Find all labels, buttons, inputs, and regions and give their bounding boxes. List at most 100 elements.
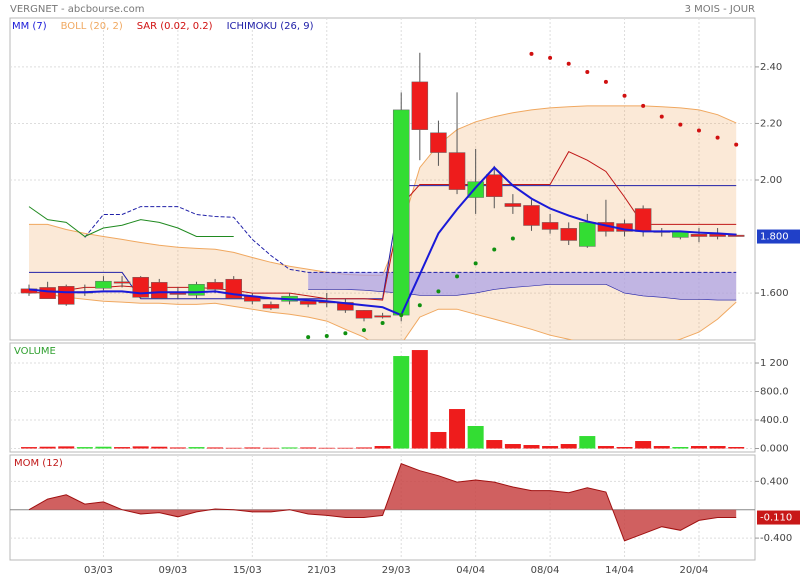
- panel-frame: [9, 454, 756, 561]
- y-tick-label: -0.400: [760, 533, 792, 544]
- sar-dot: [343, 331, 348, 336]
- candle-body: [262, 304, 280, 309]
- volume-bar: [486, 440, 503, 449]
- candle-body: [579, 222, 596, 247]
- volume-bar: [318, 447, 335, 449]
- volume-bar: [188, 447, 205, 449]
- panel-frame: [9, 342, 756, 453]
- plot: [10, 455, 755, 560]
- volume-bar: [411, 350, 428, 449]
- price-tag: [757, 510, 800, 525]
- volume-bar: [207, 447, 224, 449]
- x-tick-label: 08/04: [531, 565, 560, 576]
- mom-area: [29, 463, 737, 541]
- y-tick-label: 2.40: [760, 62, 782, 73]
- plot: [10, 343, 755, 452]
- volume-bar: [653, 446, 670, 449]
- sar-dot: [603, 79, 608, 84]
- volume-bar: [467, 425, 484, 449]
- period: 3 MOIS - JOUR: [685, 4, 755, 15]
- sar-dot: [306, 335, 311, 340]
- sar-dot: [641, 103, 646, 108]
- sar-dot: [436, 289, 441, 294]
- sar-dot: [417, 303, 422, 308]
- volume-bar: [690, 446, 707, 449]
- candle-body: [523, 205, 540, 226]
- volume-bar: [355, 447, 372, 449]
- volume-bar: [430, 431, 447, 449]
- candle-body: [206, 282, 224, 290]
- volume-bar: [504, 444, 521, 449]
- sar-dot: [715, 135, 720, 140]
- volume-bar: [151, 446, 168, 449]
- sar-dot: [361, 328, 366, 333]
- legend-entry: ICHIMOKU (26, 9): [227, 21, 314, 32]
- sar-dot: [529, 51, 534, 56]
- y-tick-label: 1.600: [760, 288, 789, 299]
- candle-body: [541, 222, 559, 230]
- sar-dot: [696, 128, 701, 133]
- sar-dot: [492, 247, 497, 252]
- volume-bar: [39, 446, 56, 449]
- x-tick-label: 21/03: [307, 565, 336, 576]
- candle-body: [169, 292, 187, 295]
- page-title: VERGNET - abcbourse.com: [10, 4, 145, 15]
- volume-bar: [300, 447, 317, 449]
- candle-body: [374, 315, 391, 318]
- volume-bar: [95, 446, 112, 449]
- volume-bar: [169, 447, 186, 449]
- sar-dot: [622, 93, 627, 98]
- volume-bar: [76, 447, 93, 449]
- mom-line: [28, 462, 737, 542]
- x-tick-label: 09/03: [158, 565, 187, 576]
- sar-dot: [585, 69, 590, 74]
- x-tick-label: 15/03: [233, 565, 262, 576]
- candle-body: [448, 152, 466, 190]
- volume-bar: [449, 409, 466, 449]
- y-tick-label: 0.400: [760, 476, 789, 487]
- price-tag-label: 1.800: [760, 232, 789, 243]
- candle-body: [151, 282, 168, 299]
- volume-bar: [374, 446, 391, 449]
- x-tick-label: 29/03: [382, 565, 411, 576]
- x-tick-label: 14/04: [605, 565, 634, 576]
- sar-dot: [455, 274, 460, 279]
- sar-dot: [734, 142, 739, 147]
- volume-bar: [58, 446, 75, 449]
- boll-lower: [28, 290, 737, 340]
- sar-dot: [548, 55, 553, 60]
- sar-dot: [566, 61, 571, 66]
- volume-bar: [281, 447, 298, 449]
- candle-body: [504, 203, 522, 207]
- mm-line: [28, 166, 737, 317]
- candle-body: [430, 132, 447, 153]
- candle-body: [188, 284, 205, 296]
- volume-bar: [579, 436, 596, 449]
- volume-bar: [262, 447, 279, 449]
- sar-dot: [399, 313, 404, 318]
- volume-bar: [337, 447, 354, 449]
- span-b: [308, 284, 737, 301]
- x-tick-label: 03/03: [84, 565, 113, 576]
- sar-dot: [510, 236, 515, 241]
- candle-body: [727, 234, 745, 237]
- panel-title: MOM (12): [14, 458, 63, 469]
- chikou: [28, 206, 234, 238]
- volume-bar: [597, 446, 614, 449]
- volume-bar: [616, 447, 633, 449]
- candle-body: [355, 310, 373, 319]
- candle-body: [411, 81, 429, 130]
- volume-bar: [728, 447, 745, 449]
- price-tag: [757, 229, 800, 244]
- legend-entry: SAR (0.02, 0.2): [137, 21, 213, 32]
- y-tick-label: 2.20: [760, 118, 782, 129]
- plot: [10, 18, 755, 340]
- volume-bar: [132, 446, 149, 449]
- ichimoku-cloud: [308, 272, 737, 301]
- volume-bar: [635, 441, 652, 449]
- sar-dot: [659, 114, 664, 119]
- panel-title: VOLUME: [14, 346, 56, 357]
- volume-bar: [244, 447, 261, 449]
- x-tick-label: 04/04: [456, 565, 485, 576]
